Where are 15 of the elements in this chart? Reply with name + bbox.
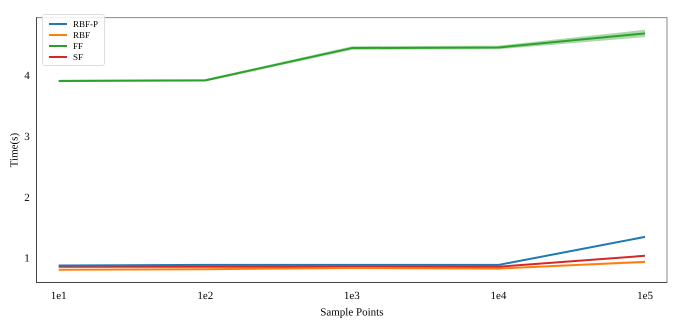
legend-label: RBF <box>73 30 90 40</box>
legend-label: SF <box>73 52 84 62</box>
y-tick-label: 4 <box>24 70 30 82</box>
x-tick-label: 1e2 <box>197 290 214 302</box>
x-tick-label: 1e5 <box>637 290 654 302</box>
y-tick-label: 2 <box>24 192 30 204</box>
y-axis-title: Time(s) <box>8 132 20 168</box>
legend-label: RBF-P <box>73 18 98 28</box>
x-axis-title: Sample Points <box>320 306 384 318</box>
x-tick-label: 1e1 <box>50 290 67 302</box>
x-tick-label: 1e3 <box>344 290 360 302</box>
y-tick-label: 3 <box>24 130 30 143</box>
x-tick-label: 1e4 <box>490 290 507 302</box>
y-tick-label: 1 <box>24 252 30 265</box>
legend-label: FF <box>73 40 84 50</box>
